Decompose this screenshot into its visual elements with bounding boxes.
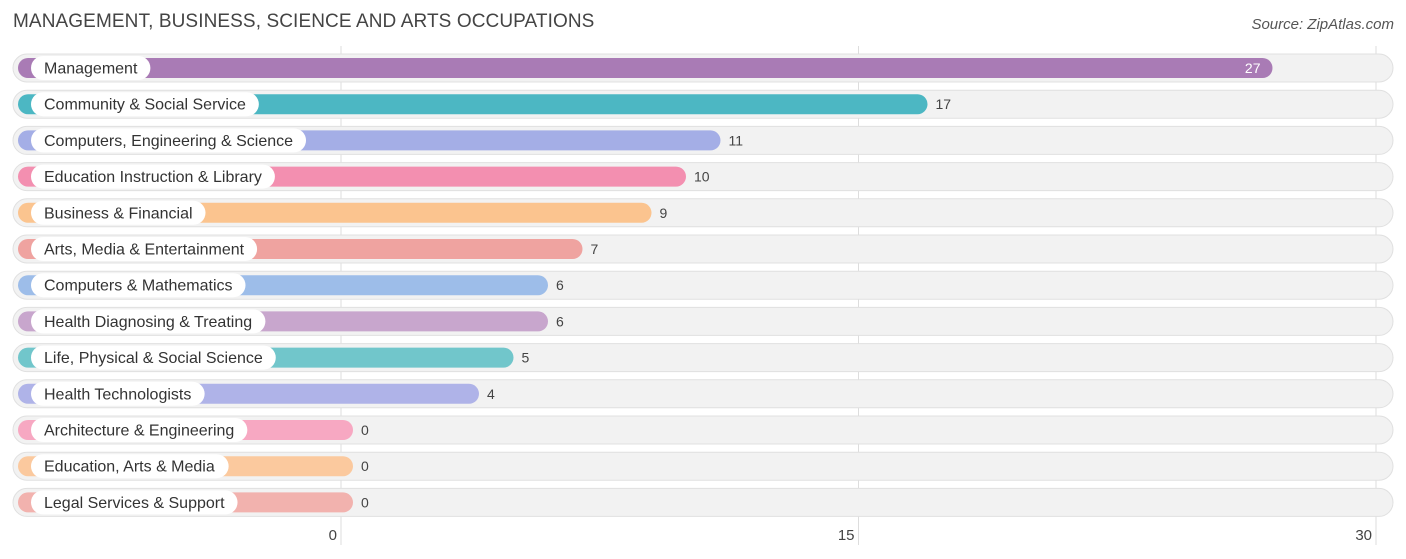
bar-label-pill [31,92,259,117]
bar-label: Life, Physical & Social Science [44,350,263,367]
bar-value: 7 [591,241,599,257]
bar-row: Computers & Mathematics 6 [12,270,1394,300]
bar-row: Arts, Media & Entertainment 7 [12,234,1394,264]
bar-value: 6 [556,313,564,329]
bar-value: 10 [694,169,710,185]
x-tick-label: 0 [329,527,337,544]
bar-label: Management [44,61,138,78]
bar-row: Architecture & Engineering 0 [12,415,1394,445]
bar-label-pill [31,56,151,80]
bar-value: 11 [729,132,744,148]
bar-value: 6 [556,277,564,293]
chart-source: Source: ZipAtlas.com [1251,16,1394,33]
bar-label-pill [31,309,266,334]
bar-label: Community & Social Service [44,97,246,114]
bar-rows: Management 27 Community & Social Service 17… [12,53,1394,517]
bar-row: Education Instruction & Library 10 [12,162,1394,192]
bar-track [12,487,1394,517]
bar-track [12,415,1394,445]
bar-value: 0 [361,422,369,438]
bar-value: 4 [487,386,495,402]
bar-label: Education Instruction & Library [44,169,262,186]
bar-row: Life, Physical & Social Science 5 [12,343,1394,373]
bar-label-pill [31,490,238,515]
bar-label: Health Technologists [44,386,191,403]
bar-label-pill [31,454,229,479]
bar-row: Legal Services & Support 0 [12,487,1394,517]
bar-row: Health Technologists 4 [12,379,1394,409]
x-tick-label: 30 [1355,527,1372,544]
chart-title: MANAGEMENT, BUSINESS, SCIENCE AND ARTS O… [13,11,595,32]
bar-label-pill [31,273,246,298]
bar-label: Health Diagnosing & Treating [44,314,252,331]
bar-label-pill [31,200,206,225]
bar-label: Architecture & Engineering [44,423,234,440]
bar-label: Education, Arts & Media [44,459,215,476]
bar [18,58,1273,78]
bar-value: 9 [660,205,668,221]
bar-row: Business & Financial 9 [12,198,1394,228]
bar-row: Community & Social Service 17 [12,89,1394,119]
bar-value: 0 [361,494,369,510]
bar-value: 0 [361,458,369,474]
bar-label-pill [31,128,307,153]
axis-ticks: 0 15 30 [329,527,1372,544]
bar-label-pill [31,418,248,442]
bar-track [12,451,1394,481]
bar-row: Computers, Engineering & Science 11 [12,125,1394,155]
bar-label: Arts, Media & Entertainment [44,242,245,259]
bar-label: Computers, Engineering & Science [44,133,293,150]
bar-label-pill [31,381,205,406]
bar-label-pill [31,237,258,261]
bar-value: 5 [522,350,530,366]
bar-label-pill [31,164,275,189]
bar-value: 17 [936,96,952,112]
bar-label-pill [31,345,276,370]
bar-row: Health Diagnosing & Treating 6 [12,306,1394,336]
bar-row: Education, Arts & Media 0 [12,451,1394,481]
bar-label: Computers & Mathematics [44,278,233,295]
bar-label: Business & Financial [44,205,193,222]
x-tick-label: 15 [838,527,855,544]
bar-row: Management 27 [12,53,1394,83]
bar-label: Legal Services & Support [44,495,225,512]
bar-value: 27 [1245,60,1261,76]
